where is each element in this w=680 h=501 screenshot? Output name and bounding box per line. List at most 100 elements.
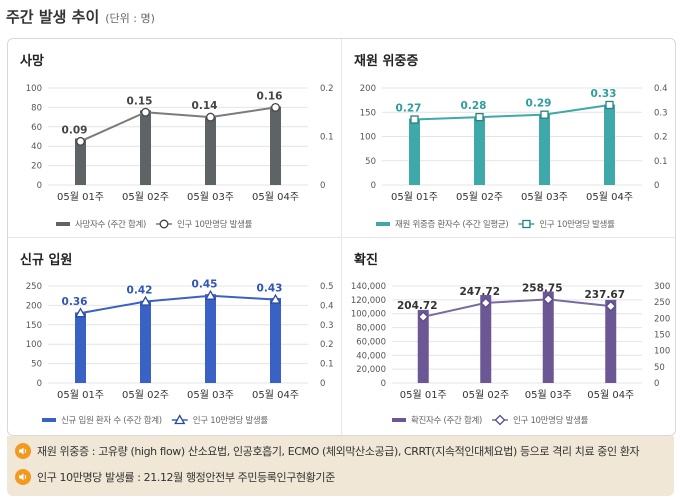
x-tick-label: 05월 01주 (57, 191, 104, 203)
y2-tick-label: 0.2 (320, 340, 334, 350)
speaker-icon (15, 469, 31, 485)
series-line (80, 294, 276, 315)
x-tick-label: 05월 03주 (187, 191, 234, 203)
y-tick-label: 0 (37, 181, 42, 191)
series-line (80, 106, 276, 143)
notes-box: 재원 위중증 : 고유량 (high flow) 산소요법, 인공호흡기, EC… (7, 436, 674, 496)
y-tick-label: 150 (26, 321, 42, 331)
y2-tick-label: 0 (320, 379, 325, 389)
y2-tick-label: 0.1 (654, 157, 668, 167)
y-tick-label: 40 (31, 142, 42, 152)
legend-marker (159, 219, 169, 229)
data-label: 0.15 (127, 95, 153, 107)
page-header: 주간 발생 추이 (단위 : 명) (6, 6, 155, 30)
line-point (206, 112, 215, 122)
x-tick-label: 05월 03주 (521, 191, 568, 203)
chart-deaths: 사망 0 20 40 60 80 100 0 0.1 0.2 0.09 0.15 0.14 0.16 05월… (20, 53, 334, 230)
data-label: 237.67 (584, 289, 625, 301)
x-tick-label: 05월 04주 (252, 389, 299, 401)
legend-bar-swatch (392, 418, 406, 422)
line-point (269, 293, 282, 304)
line-point (74, 307, 87, 318)
line-point (542, 293, 554, 305)
y2-tick-label: 0 (654, 379, 659, 389)
data-label: 258.75 (522, 282, 563, 294)
unit-label: (단위 : 명) (105, 12, 155, 25)
bar (205, 294, 216, 383)
speaker-icon (15, 443, 31, 459)
x-tick-label: 05월 02주 (462, 389, 509, 401)
data-label: 0.33 (591, 88, 617, 100)
chart-confirmed: 확진 0 20,000 40,000 60,000 80,000 100,000 120,00… (351, 252, 670, 426)
y-tick-label: 140,000 (351, 282, 386, 292)
bar (539, 114, 550, 185)
chart-title: 확진 (354, 252, 378, 268)
legend-bar-label: 신규 입원 환자 수 (주간 합계) (61, 415, 162, 426)
x-tick-label: 05월 04주 (587, 389, 634, 401)
line-point (76, 136, 85, 146)
data-label: 0.09 (62, 124, 88, 136)
legend-bar-swatch (42, 418, 56, 422)
bar (270, 106, 281, 185)
y-tick-label: 200 (360, 84, 376, 94)
bar (75, 312, 86, 383)
note-critical-definition: 재원 위중증 : 고유량 (high flow) 산소요법, 인공호흡기, EC… (15, 443, 640, 459)
chart-title: 재원 위중증 (354, 54, 418, 69)
y-tick-label: 60 (31, 123, 42, 133)
x-tick-label: 05월 04주 (252, 191, 299, 203)
line-point (141, 107, 150, 117)
y2-tick-label: 150 (654, 331, 670, 341)
y2-tick-label: 0.5 (320, 282, 334, 292)
page-title: 주간 발생 추이 (6, 8, 100, 26)
bar (205, 116, 216, 185)
x-tick-label: 05월 01주 (400, 389, 447, 401)
data-label: 0.16 (257, 90, 283, 102)
line-point (540, 110, 549, 119)
bar (417, 309, 429, 383)
chart-title: 신규 입원 (20, 253, 72, 268)
y2-tick-label: 0 (320, 181, 325, 191)
bar (480, 295, 492, 383)
bar (140, 110, 151, 185)
series-line (414, 103, 610, 121)
y2-tick-label: 100 (654, 347, 670, 357)
line-point (475, 112, 484, 122)
y-tick-label: 0 (371, 181, 376, 191)
legend-bar-label: 사망자수 (주간 합계) (75, 219, 146, 230)
y2-tick-label: 0.1 (320, 133, 334, 143)
chart-admissions: 신규 입원 0 50 100 150 200 250 0 0.1 0.2 0.3 0.4 0.5 0.36… (20, 253, 334, 426)
line-point (480, 297, 492, 309)
data-label: 0.45 (192, 279, 218, 291)
data-label: 0.27 (396, 103, 422, 115)
data-label: 0.43 (257, 283, 283, 295)
y-tick-label: 100 (26, 84, 42, 94)
y-tick-label: 20 (31, 162, 42, 172)
y2-tick-label: 250 (654, 298, 670, 308)
line-point (605, 300, 617, 312)
legend-line-label: 인구 10만명당 발생률 (539, 219, 615, 230)
y2-tick-label: 0.4 (320, 301, 334, 311)
y-tick-label: 150 (360, 108, 376, 118)
y-tick-label: 50 (31, 360, 42, 370)
bar (542, 291, 554, 383)
legend-line-label: 인구 10만명당 발생률 (177, 219, 253, 230)
bar (605, 299, 617, 383)
data-label: 204.72 (397, 300, 438, 312)
x-tick-label: 05월 01주 (57, 389, 104, 401)
line-point (204, 289, 217, 300)
legend-line-label: 인구 10만명당 발생률 (513, 415, 589, 426)
y2-tick-label: 0 (654, 181, 659, 191)
data-label: 0.28 (461, 100, 487, 112)
grid-divider-horizontal (8, 237, 675, 238)
y2-tick-label: 0.4 (654, 84, 668, 94)
x-tick-label: 05월 03주 (187, 389, 234, 401)
y-tick-label: 60,000 (356, 337, 386, 347)
y2-tick-label: 200 (654, 314, 670, 324)
y2-tick-label: 300 (654, 282, 670, 292)
legend-line-label: 인구 10만명당 발생률 (193, 415, 269, 426)
x-tick-label: 05월 02주 (456, 191, 503, 203)
chart-grid: 사망 0 20 40 60 80 100 0 0.1 0.2 0.09 0.15 0.14 0.16 05월… (7, 38, 676, 436)
line-point (605, 100, 614, 110)
y-tick-label: 100 (26, 340, 42, 350)
line-point (410, 115, 419, 124)
